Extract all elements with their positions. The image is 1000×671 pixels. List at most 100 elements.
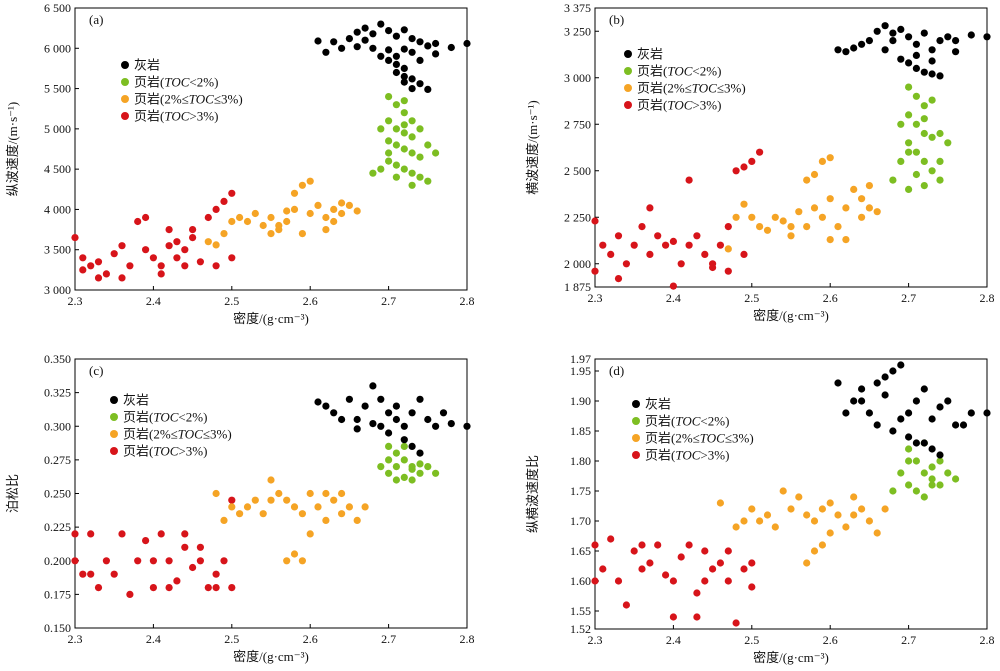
data-point	[298, 181, 306, 189]
y-tick-label: 0.150	[44, 621, 71, 635]
data-point	[638, 541, 646, 549]
data-point	[212, 241, 220, 249]
x-tick-label: 2.7	[381, 632, 396, 646]
x-tick-label: 2.3	[588, 291, 603, 305]
data-point	[290, 503, 299, 511]
data-point	[748, 157, 756, 165]
data-point	[912, 148, 921, 156]
x-tick-label: 2.8	[980, 633, 995, 647]
data-point	[275, 489, 283, 498]
data-point	[204, 213, 212, 222]
data-point	[392, 463, 400, 471]
data-point	[181, 262, 189, 270]
data-point	[432, 422, 440, 430]
data-point	[983, 409, 991, 417]
data-point	[290, 205, 299, 213]
data-point	[967, 409, 975, 417]
data-point	[858, 385, 866, 393]
data-point	[338, 489, 346, 498]
data-point	[392, 415, 400, 424]
data-point	[385, 137, 393, 145]
series-shale_high	[591, 535, 756, 627]
data-point	[944, 469, 952, 477]
data-point	[424, 177, 432, 185]
data-point	[416, 173, 424, 181]
data-point	[447, 43, 455, 52]
data-point	[416, 56, 424, 64]
data-point	[850, 185, 858, 193]
y-tick-label: 0.350	[44, 352, 71, 366]
data-point	[920, 469, 928, 477]
legend-label-part: TOC	[667, 64, 692, 79]
data-point	[889, 427, 897, 435]
legend-label-part: 页岩(	[134, 75, 164, 90]
data-point	[353, 516, 361, 525]
legend-label: 页岩(TOC>3%)	[645, 448, 729, 463]
data-point	[865, 204, 874, 212]
series-shale_mid	[724, 154, 881, 253]
data-point	[236, 213, 244, 222]
y-tick-label: 1.55	[570, 604, 591, 618]
chart-panel-3: 2.3 2.4 2.5 2.6 2.7 2.8 0.150 0.175 0.200 0.225 0.…	[5, 352, 475, 664]
data-point	[912, 92, 921, 100]
data-point	[897, 415, 905, 423]
legend-label-part: 页岩(	[637, 64, 667, 79]
data-point	[912, 170, 921, 179]
data-point	[905, 83, 913, 91]
data-point	[424, 85, 432, 93]
data-point	[795, 493, 803, 501]
legend-marker	[632, 451, 640, 459]
data-point	[408, 48, 416, 56]
data-point	[408, 442, 416, 450]
legend-label-part: 页岩(	[134, 109, 164, 124]
data-point	[803, 176, 811, 184]
data-point	[881, 22, 889, 30]
y-tick-label: 0.250	[44, 487, 71, 501]
data-point	[369, 30, 377, 38]
data-point	[400, 442, 408, 450]
legend-label: 页岩(TOC<2%)	[123, 410, 207, 425]
data-point	[142, 246, 150, 254]
x-tick-label: 2.3	[68, 294, 83, 308]
data-point	[732, 523, 740, 531]
data-point	[408, 133, 416, 141]
legend-marker	[110, 447, 118, 455]
data-point	[165, 557, 173, 565]
data-point	[936, 37, 944, 45]
data-point	[928, 57, 936, 65]
data-point	[928, 133, 936, 141]
data-point	[142, 537, 150, 545]
legend-label-part: <2%)	[692, 64, 721, 79]
data-point	[298, 557, 306, 565]
y-tick-label: 5 500	[44, 82, 71, 96]
data-point	[267, 476, 275, 484]
data-point	[858, 40, 866, 48]
data-point	[638, 223, 646, 231]
y-tick-label: 0.300	[44, 419, 71, 433]
data-point	[110, 570, 118, 578]
data-point	[71, 234, 79, 242]
data-point	[306, 177, 314, 185]
data-point	[810, 517, 819, 525]
data-point	[740, 250, 748, 258]
y-tick-label: 1.85	[570, 424, 591, 438]
data-point	[905, 111, 913, 119]
series-limestone	[314, 20, 471, 93]
x-tick-label: 2.4	[146, 294, 161, 308]
legend-label-part: TOC	[164, 109, 189, 124]
data-point	[416, 469, 424, 477]
legend-label: 页岩(TOC<2%)	[637, 64, 721, 79]
data-point	[259, 510, 267, 518]
data-point	[236, 510, 244, 518]
legend-label: 灰岩	[637, 47, 663, 62]
x-tick-label: 2.6	[823, 291, 838, 305]
data-point	[228, 254, 236, 262]
data-point	[118, 274, 126, 282]
data-point	[322, 226, 330, 234]
y-tick-label: 3 000	[564, 71, 591, 85]
plot-frame	[74, 7, 468, 291]
data-point	[392, 52, 400, 60]
x-axis-label: 密度/(g·cm⁻³)	[753, 308, 829, 323]
data-point	[157, 530, 165, 538]
data-point	[283, 496, 291, 504]
